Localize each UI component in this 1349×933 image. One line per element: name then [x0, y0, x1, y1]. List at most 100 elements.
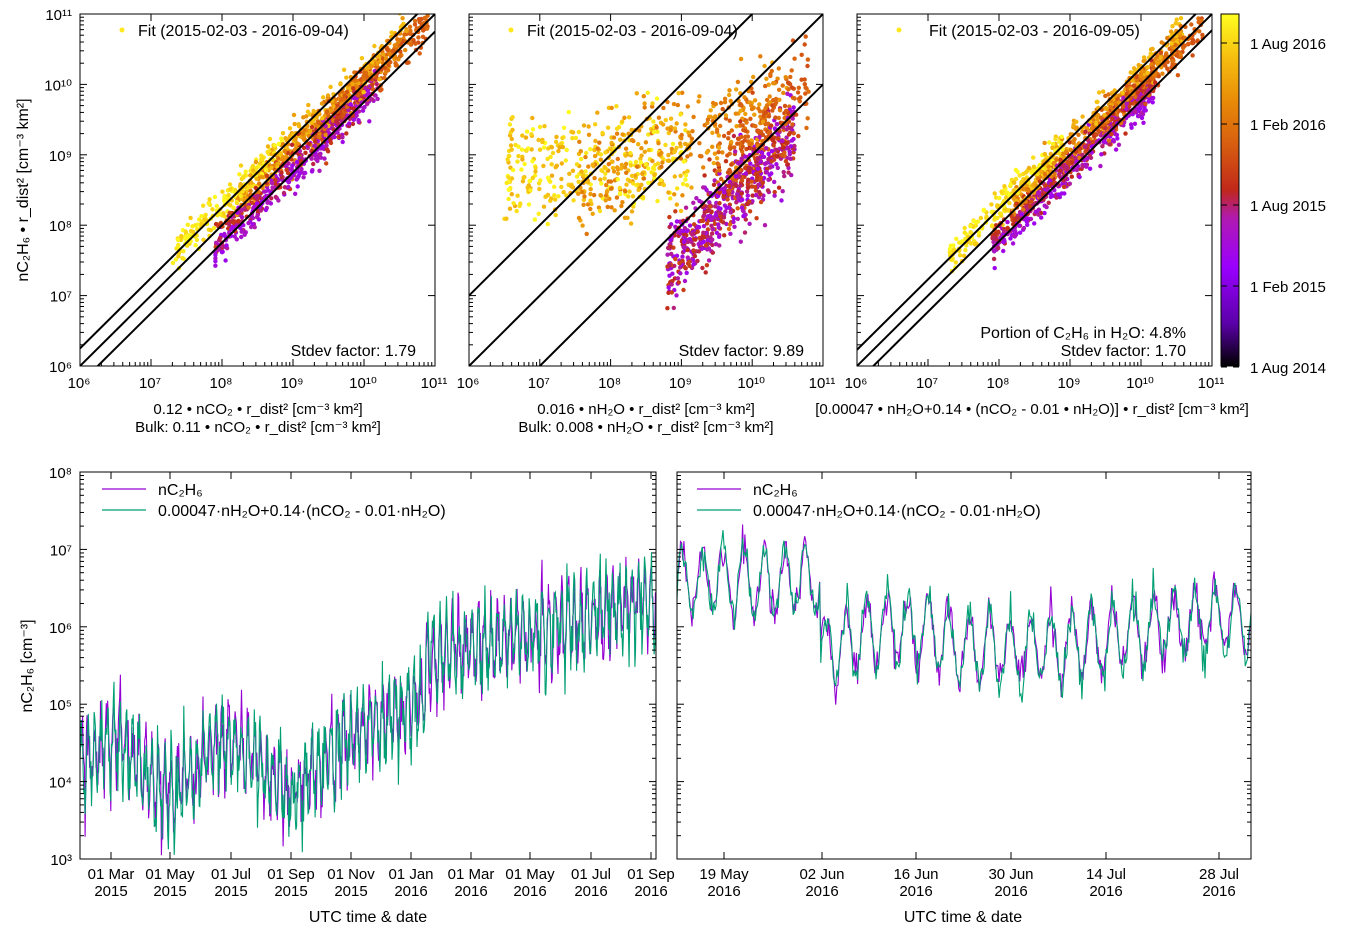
scatter-point: [721, 133, 727, 139]
scatter-point: [303, 170, 308, 176]
scatter-point: [769, 136, 775, 142]
scatter-point: [301, 115, 306, 120]
x-tick-label: 10⁶: [68, 375, 91, 392]
scatter-point: [729, 128, 734, 133]
scatter-point: [804, 125, 809, 131]
scatter-point: [1006, 208, 1011, 213]
scatter-point: [655, 198, 660, 204]
scatter-point: [1146, 99, 1151, 104]
scatter-point: [704, 263, 710, 268]
scatter-point: [727, 118, 732, 123]
scatter-point: [289, 142, 295, 147]
scatter-point: [738, 159, 744, 165]
scatter-point: [312, 143, 318, 148]
scatter-point: [312, 139, 318, 144]
scatter-point: [717, 171, 722, 176]
scatter-point: [342, 93, 347, 98]
scatter-point: [667, 214, 672, 220]
scatter-point: [720, 106, 725, 112]
ts-x-tick-year: 2016: [707, 883, 740, 900]
scatter-point: [673, 209, 678, 214]
scatter-point: [1051, 141, 1056, 147]
scatter-point: [752, 112, 757, 117]
colorbar-label: 1 Feb 2015: [1250, 279, 1326, 296]
scatter-point: [592, 153, 598, 159]
scatter-point: [753, 188, 759, 193]
scatter-point: [635, 182, 641, 187]
scatter-point: [1169, 41, 1174, 46]
scatter-point: [296, 122, 301, 127]
x-tick-label: 10¹⁰: [737, 375, 765, 392]
x-tick-label: 10¹¹: [809, 375, 836, 392]
scatter-point: [666, 290, 671, 295]
scatter-point: [675, 186, 680, 191]
scatter-point: [688, 152, 693, 157]
scatter-point: [718, 206, 723, 211]
scatter-point: [599, 181, 604, 186]
scatter-point: [665, 126, 670, 131]
scatter-point: [766, 157, 771, 162]
y-tick-label: 10¹⁰: [44, 77, 72, 94]
scatter-point: [403, 47, 408, 53]
scatter-point: [375, 60, 380, 65]
scatter-point: [1083, 149, 1088, 154]
scatter-points-3: [947, 16, 1205, 274]
scatter-point: [725, 197, 730, 202]
scatter-point: [507, 153, 512, 159]
scatter-point: [727, 222, 733, 227]
scatter-point: [660, 122, 666, 127]
series-model-right: [677, 530, 1251, 703]
scatter-point: [748, 146, 754, 151]
scatter-point: [231, 220, 236, 225]
scatter-point: [773, 115, 778, 120]
scatter-point: [674, 121, 679, 126]
scatter-point: [791, 131, 796, 136]
ts-xlabel-right: UTC time & date: [904, 909, 1022, 926]
scatter-point: [703, 243, 709, 248]
scatter-point: [776, 136, 781, 141]
scatter-point: [764, 170, 769, 175]
scatter-point: [629, 209, 635, 214]
scatter-point: [367, 119, 372, 124]
scatter-point: [668, 196, 673, 201]
scatter-point: [1008, 236, 1013, 241]
scatter-point: [1087, 166, 1093, 171]
scatter-point: [991, 239, 996, 245]
scatter-point: [1039, 215, 1044, 220]
scatter-point: [1077, 174, 1082, 180]
scatter-point: [226, 193, 231, 198]
scatter-point: [397, 14, 402, 16]
scatter-point: [791, 105, 796, 110]
series-model-left: [80, 552, 656, 855]
ts-y-tick-label: 10⁶: [49, 620, 72, 637]
scatter-point: [1141, 120, 1146, 126]
scatter-point: [257, 181, 262, 186]
scatter-point: [663, 142, 668, 148]
scatter-point: [554, 163, 559, 168]
scatter-point: [716, 225, 721, 230]
scatter-point: [1134, 74, 1140, 80]
scatter-point: [201, 203, 206, 208]
scatter-point: [286, 179, 291, 185]
scatter-point: [1145, 70, 1150, 76]
scatter-point: [968, 230, 973, 235]
scatter-point: [1131, 66, 1137, 71]
scatter-point: [620, 119, 625, 124]
scatter-point: [319, 101, 325, 106]
scatter-point: [752, 184, 758, 190]
scatter-point: [790, 95, 796, 101]
scatter-point: [695, 229, 700, 234]
scatter-point: [202, 217, 207, 222]
ts-x-tick-label: 01 Sep: [267, 866, 315, 883]
fit-line: [857, 14, 1212, 366]
scatter-point: [220, 243, 225, 249]
scatter-point: [690, 129, 695, 134]
scatter-point: [180, 256, 185, 261]
scatter-point: [542, 124, 547, 129]
scatter-point: [528, 188, 533, 193]
scatter-point: [643, 162, 648, 167]
legend-label-2: Fit (2015-02-03 - 2016-09-04): [527, 23, 738, 40]
scatter-point: [657, 152, 662, 157]
scatter-panel-2: 10⁶ 10⁷ 10⁸ 10⁹ 10¹⁰ 10¹¹ Fit (2015-02-03 - 2…: [457, 13, 836, 436]
scatter-point: [208, 228, 213, 233]
